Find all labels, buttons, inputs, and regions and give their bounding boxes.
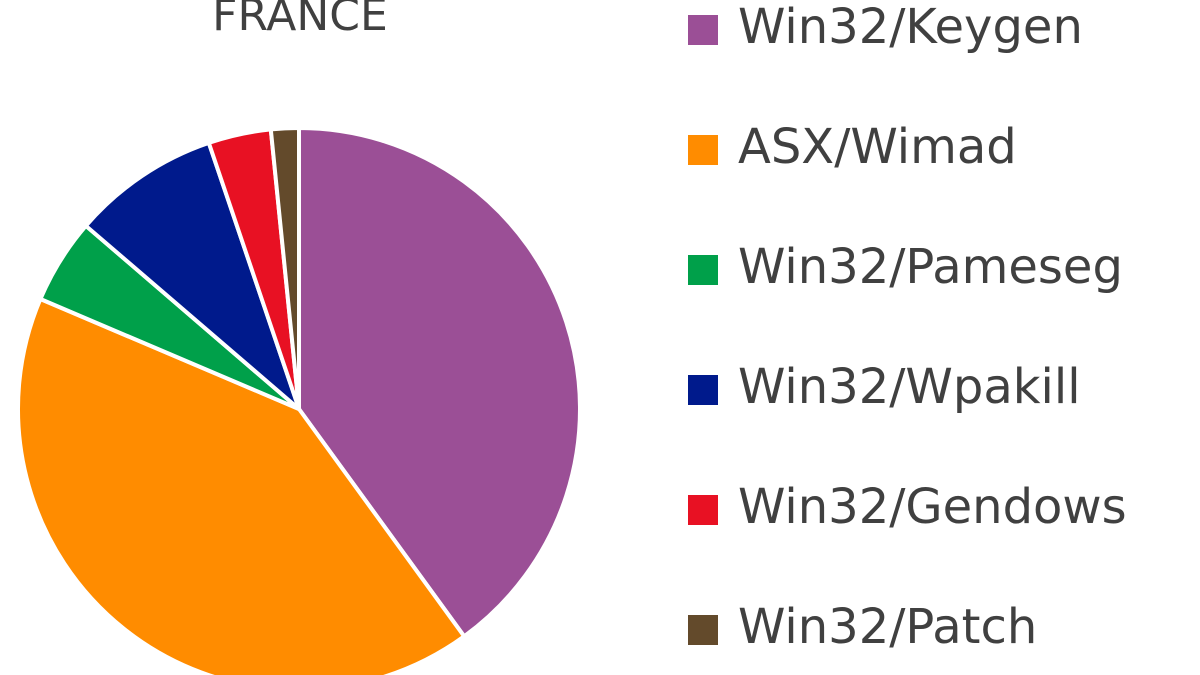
- legend-swatch: [688, 615, 718, 645]
- legend-swatch: [688, 255, 718, 285]
- pie-slice: [83, 140, 301, 411]
- legend-label: Win32/Patch: [738, 599, 1037, 655]
- pie-slice: [268, 126, 301, 411]
- legend-swatch: [688, 495, 718, 525]
- legend-label: Win32/Pameseg: [738, 239, 1123, 295]
- legend-swatch: [688, 15, 718, 45]
- legend-label: Win32/Gendows: [738, 479, 1127, 535]
- legend-label: ASX/Wimad: [738, 119, 1017, 175]
- legend-label: Win32/Wpakill: [738, 359, 1081, 415]
- pie-slice: [297, 126, 582, 639]
- legend-swatch: [688, 375, 718, 405]
- legend-label: Win32/Keygen: [738, 0, 1083, 55]
- legend-swatch: [688, 135, 718, 165]
- chart-title: FRANCE: [212, 0, 388, 41]
- pie-slice: [16, 297, 467, 675]
